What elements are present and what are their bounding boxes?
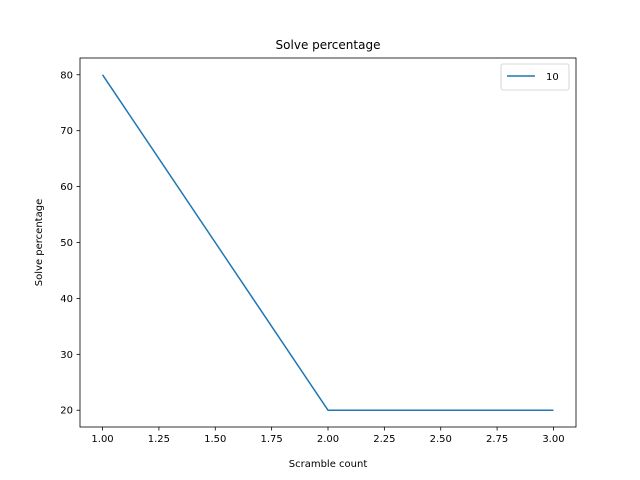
y-tick-label: 80 [60, 70, 73, 81]
x-tick-label: 2.00 [317, 434, 339, 445]
x-tick-label: 1.00 [91, 434, 113, 445]
legend-box [500, 63, 570, 91]
y-tick-label: 60 [60, 182, 73, 193]
x-tick-label: 1.50 [204, 434, 226, 445]
x-tick-label: 1.25 [148, 434, 170, 445]
x-tick-label: 2.75 [486, 434, 508, 445]
x-axis-ticks: 1.00 1.25 1.50 1.75 2.00 2.25 2.50 2.75 3.00 [91, 427, 565, 445]
legend: 10 [500, 63, 570, 91]
x-tick-label: 2.50 [430, 434, 452, 445]
y-axis-ticks: 20 30 40 50 60 70 80 [60, 70, 80, 417]
y-tick-label: 40 [60, 294, 73, 305]
y-tick-label: 70 [60, 126, 73, 137]
legend-label: 10 [546, 72, 559, 83]
x-tick-label: 2.25 [373, 434, 395, 445]
y-tick-label: 50 [60, 238, 73, 249]
y-tick-label: 20 [60, 406, 73, 417]
y-axis-label: Solve percentage [34, 199, 45, 286]
chart-title: Solve percentage [276, 38, 381, 52]
y-tick-label: 30 [60, 350, 73, 361]
x-tick-label: 1.75 [261, 434, 283, 445]
x-tick-label: 3.00 [542, 434, 564, 445]
x-axis-label: Scramble count [289, 459, 368, 470]
plot-frame [79, 57, 577, 428]
series-layer [101, 74, 554, 411]
series-line [101, 74, 554, 411]
